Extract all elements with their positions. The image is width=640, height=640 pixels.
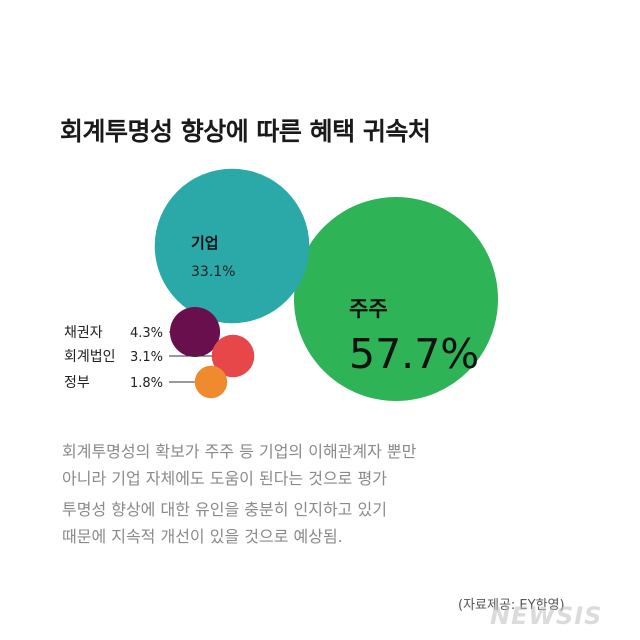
legend-name: 정부 [64, 375, 90, 391]
legend-name: 회계법인 [64, 349, 116, 365]
bubble-shareholders [294, 197, 498, 401]
bubble-company [154, 168, 310, 324]
description-line: 회계투명성의 확보가 주주 등 기업의 이해관계자 뿐만 [62, 442, 417, 461]
source-note: (자료제공: EY한영) [458, 598, 565, 613]
bubble-회계법인 [211, 334, 255, 378]
description: 회계투명성의 확보가 주주 등 기업의 이해관계자 뿐만 아니라 기업 자체에도… [62, 438, 582, 550]
bubble-chart: 주주 57.7% 기업 33.1% 채권자 4.3% 회계법인 3.1% 정부 1.8% [64, 168, 498, 401]
legend-name: 채권자 [64, 325, 103, 341]
description-line: 아니라 기업 자체에도 도움이 된다는 것으로 평가 [62, 469, 387, 488]
bubble-채권자 [169, 306, 221, 358]
bubble-label-value: 33.1% [191, 264, 235, 280]
bubble-정부 [194, 365, 228, 399]
description-line: 때문에 지속적 개선이 있을 것으로 예상됨. [62, 527, 343, 546]
bubble-label-name: 기업 [191, 234, 219, 252]
bubble-label-value: 57.7% [349, 330, 479, 378]
legend-value: 4.3% [130, 326, 163, 341]
description-line: 투명성 향상에 대한 유인을 충분히 인지하고 있기 [62, 500, 387, 519]
bubble-label-name: 주주 [349, 297, 388, 321]
newsis-watermark-logo: NEWSIS [490, 602, 603, 630]
chart-title: 회계투명성 향상에 따른 혜택 귀속처 [60, 117, 431, 146]
legend-value: 3.1% [130, 350, 163, 365]
legend-value: 1.8% [130, 376, 163, 391]
